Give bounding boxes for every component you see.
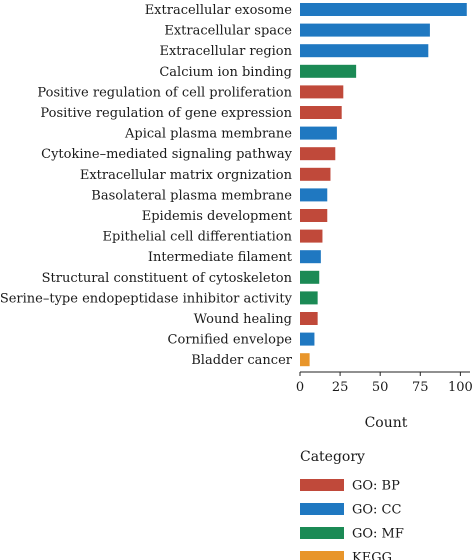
x-tick-label-4: 100 — [448, 380, 473, 395]
bar-14 — [300, 291, 318, 305]
bar-13 — [300, 270, 320, 284]
bar-0 — [300, 3, 467, 16]
x-tick-label-0: 0 — [296, 380, 304, 395]
category-label-2: Extracellular region — [159, 44, 292, 59]
legend-swatch-3 — [300, 551, 344, 560]
bar-16 — [300, 332, 315, 346]
bar-12 — [300, 250, 321, 264]
bar-10 — [300, 209, 328, 222]
x-tick-label-1: 25 — [332, 380, 349, 395]
legend-label-1: GO: CC — [352, 503, 402, 518]
x-tick-label-3: 75 — [412, 380, 429, 395]
category-label-4: Positive regulation of cell proliferatio… — [37, 85, 292, 100]
legend-swatch-0 — [300, 479, 344, 491]
category-label-16: Cornified envelope — [168, 333, 293, 348]
category-label-8: Extracellular matrix orgnization — [80, 168, 293, 183]
bar-8 — [300, 167, 331, 181]
category-label-17: Bladder cancer — [191, 353, 293, 368]
x-axis: 0 25 50 75 100 — [296, 371, 473, 395]
category-label-9: Basolateral plasma membrane — [91, 188, 292, 203]
bar-4 — [300, 85, 344, 99]
bar-2 — [300, 44, 429, 58]
legend-label-2: GO: MF — [352, 527, 404, 542]
category-label-15: Wound healing — [194, 312, 292, 327]
legend-swatch-1 — [300, 503, 344, 515]
legend-label-3: KEGG — [352, 551, 392, 560]
legend-title: Category — [300, 449, 365, 465]
category-label-11: Epithelial cell differentiation — [103, 230, 293, 245]
category-label-3: Calcium ion binding — [159, 65, 292, 80]
bar-7 — [300, 147, 336, 161]
category-label-7: Cytokine–mediated signaling pathway — [41, 147, 293, 162]
category-label-12: Intermediate filament — [148, 250, 293, 265]
x-tick-label-2: 50 — [372, 380, 389, 395]
category-label-14: Serine–type endopeptidase inhibitor acti… — [0, 291, 293, 306]
bar-1 — [300, 23, 430, 37]
bar-11 — [300, 229, 323, 243]
category-label-0: Extracellular exosome — [145, 3, 293, 18]
legend-swatch-2 — [300, 527, 344, 539]
category-label-5: Positive regulation of gene expression — [40, 106, 292, 121]
bar-15 — [300, 312, 318, 325]
x-axis-title: Count — [365, 415, 408, 431]
category-label-1: Extracellular space — [164, 24, 292, 39]
category-label-10: Epidemis development — [142, 209, 293, 224]
bar-9 — [300, 188, 328, 202]
category-label-13: Structural constituent of cytoskeleton — [42, 271, 293, 286]
legend: Category GO: BP GO: CC GO: MF KEGG — [300, 449, 404, 560]
bar-6 — [300, 126, 337, 140]
legend-label-0: GO: BP — [352, 479, 400, 494]
bars-group — [300, 3, 467, 367]
category-label-6: Apical plasma membrane — [124, 127, 292, 142]
category-labels-group: Extracellular exosome Extracellular space… — [0, 3, 293, 368]
bar-3 — [300, 64, 357, 78]
bar-17 — [300, 353, 310, 367]
bar-5 — [300, 106, 342, 119]
